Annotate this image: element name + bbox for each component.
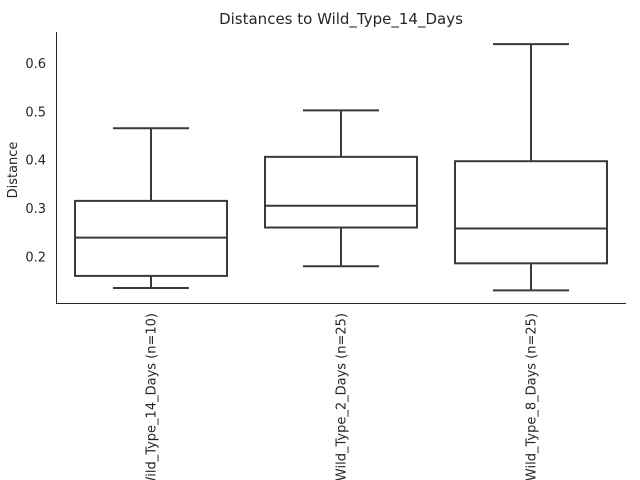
y-tick-label: 0.5 <box>25 105 46 120</box>
y-axis-label: Distance <box>6 142 21 199</box>
y-tick-label: 0.4 <box>25 154 46 169</box>
iqr-box <box>454 160 608 265</box>
x-ticks: Wild_Type_14_Days (n=10) Wild_Type_2_Days… <box>145 313 540 480</box>
iqr-box <box>264 155 418 229</box>
y-tick-label: 0.3 <box>25 202 46 217</box>
box-group <box>264 109 418 268</box>
box-group <box>454 43 608 292</box>
y-tick-label: 0.2 <box>25 251 46 266</box>
y-ticks: 0.2 0.3 0.4 0.5 0.6 <box>25 57 46 266</box>
x-tick-label: Wild_Type_14_Days (n=10) <box>145 313 160 480</box>
y-tick-label: 0.6 <box>25 57 46 72</box>
boxes <box>74 43 608 292</box>
x-tick-label: Wild_Type_8_Days (n=25) <box>525 313 540 480</box>
x-tick-label: Wild_Type_2_Days (n=25) <box>335 313 350 480</box>
chart-title: Distances to Wild_Type_14_Days <box>219 10 463 29</box>
box-group <box>74 127 228 289</box>
